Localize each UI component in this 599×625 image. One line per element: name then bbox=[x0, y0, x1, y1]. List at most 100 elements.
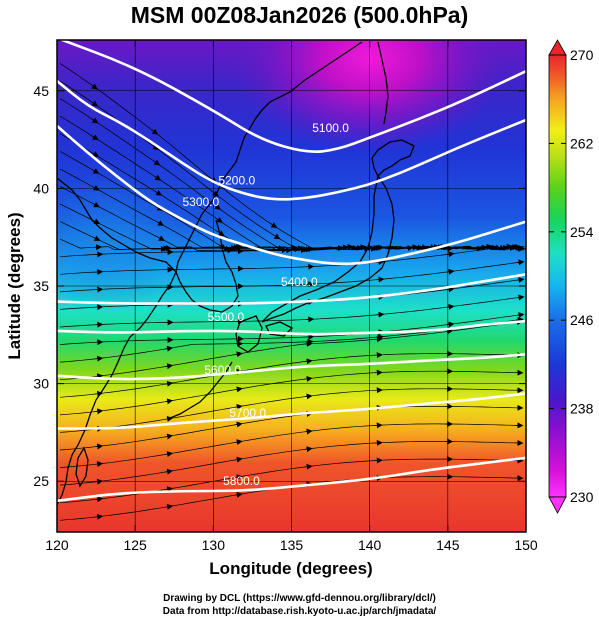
contour-line-5700-0 bbox=[57, 392, 526, 430]
wind-arrow bbox=[95, 390, 104, 397]
colorbar-label: 246 bbox=[570, 312, 594, 328]
contour-line-5800-0 bbox=[57, 456, 526, 503]
wind-arrow bbox=[165, 451, 174, 458]
wind-arrow bbox=[95, 373, 104, 380]
wind-arrow bbox=[90, 100, 99, 107]
map-title: MSM 00Z08Jan2026 (500.0hPa) bbox=[130, 2, 469, 28]
wind-arrow bbox=[273, 233, 281, 240]
contour-line-5100-0 bbox=[58, 40, 526, 154]
contour-label: 5200.0 bbox=[218, 173, 255, 187]
wind-arrow bbox=[90, 83, 98, 90]
colorbar-gradient bbox=[548, 54, 567, 498]
wind-arrow bbox=[446, 268, 455, 275]
x-tick-label: 135 bbox=[280, 537, 304, 553]
credits: Drawing by DCL (https://www.gfd-dennou.o… bbox=[0, 592, 599, 618]
colorbar-label: 230 bbox=[570, 489, 594, 505]
wind-arrow bbox=[446, 321, 455, 328]
wind-arrow bbox=[95, 355, 104, 362]
x-axis: 120 125 130 135 140 145 150 bbox=[45, 40, 538, 553]
wind-arrow bbox=[92, 235, 101, 241]
x-tick-label: 140 bbox=[358, 537, 382, 553]
wind-arrow bbox=[516, 259, 525, 266]
streamline bbox=[60, 406, 523, 451]
contour-label: 5300.0 bbox=[182, 195, 219, 209]
colorbar: 230 238 246 254 262 270 bbox=[548, 39, 594, 514]
y-axis: 25 30 35 40 45 bbox=[33, 83, 526, 489]
colorbar-max-arrow bbox=[548, 39, 567, 56]
wind-arrow bbox=[91, 117, 99, 124]
wind-arrow bbox=[152, 144, 160, 151]
contour-label: 5800.0 bbox=[223, 474, 260, 488]
wind-arrow bbox=[95, 513, 104, 520]
wind-arrow bbox=[155, 205, 164, 211]
wind-arrow bbox=[446, 303, 455, 310]
warm-pocket-shading bbox=[57, 175, 185, 315]
wind-arrow bbox=[446, 251, 455, 258]
cold-core-shading bbox=[230, 40, 510, 153]
wind-arrow bbox=[215, 217, 223, 223]
wind-arrow bbox=[375, 334, 384, 341]
wind-arrow bbox=[270, 222, 278, 228]
wind-arrow bbox=[165, 416, 174, 422]
map-plot-area: 5100.0 5200.0 5300.0 5400.0 5500.0 5600.0 5700… bbox=[57, 40, 526, 532]
wind-arrow bbox=[304, 446, 313, 453]
y-tick-label: 40 bbox=[33, 180, 49, 196]
contour-line-5500-0 bbox=[57, 319, 526, 336]
wind-arrow bbox=[151, 128, 159, 135]
wind-arrow bbox=[515, 316, 524, 323]
wind-arrow bbox=[165, 503, 174, 510]
y-tick-label: 25 bbox=[33, 473, 49, 489]
streamline bbox=[60, 423, 523, 468]
wind-arrow bbox=[304, 463, 313, 470]
wind-arrow bbox=[165, 433, 174, 440]
wind-arrow bbox=[95, 443, 104, 450]
wind-arrow bbox=[165, 468, 174, 475]
wind-arrow bbox=[165, 363, 174, 370]
wind-arrow bbox=[234, 491, 243, 498]
wind-arrow bbox=[95, 496, 104, 503]
wind-arrow bbox=[165, 380, 174, 387]
colorbar-label: 238 bbox=[570, 401, 594, 417]
wind-arrow bbox=[304, 358, 313, 365]
wind-arrow bbox=[156, 220, 165, 226]
contour-line-5400-0 bbox=[57, 273, 526, 305]
wind-arrow bbox=[516, 294, 525, 301]
credits-line-1: Drawing by DCL (https://www.gfd-dennou.o… bbox=[163, 593, 436, 604]
wind-arrow bbox=[275, 244, 284, 251]
wind-arrow bbox=[217, 230, 225, 237]
wind-arrow bbox=[446, 286, 455, 293]
y-axis-label: Latitude (degrees) bbox=[5, 212, 24, 359]
wind-arrow bbox=[516, 312, 525, 319]
wind-arrow bbox=[92, 218, 101, 225]
streamline bbox=[60, 441, 523, 486]
colorbar-label: 270 bbox=[570, 47, 594, 63]
credits-line-2: Data from http://database.rish.kyoto-u.a… bbox=[162, 606, 437, 617]
contour-line-5200-0 bbox=[57, 79, 526, 201]
x-tick-label: 150 bbox=[514, 537, 538, 553]
y-tick-label: 45 bbox=[33, 83, 49, 99]
wind-arrow bbox=[154, 189, 163, 196]
contour-label: 5600.0 bbox=[204, 363, 241, 377]
wind-arrow bbox=[157, 235, 165, 241]
x-axis-label: Longitude (degrees) bbox=[209, 559, 372, 578]
x-tick-label: 130 bbox=[202, 537, 226, 553]
wind-arrow bbox=[165, 398, 174, 405]
contour-line-5600-0 bbox=[57, 353, 526, 381]
wind-arrow bbox=[92, 201, 100, 208]
wind-arrow bbox=[475, 245, 484, 252]
wind-arrow bbox=[219, 243, 227, 250]
wind-arrow bbox=[91, 168, 100, 174]
wind-arrow bbox=[165, 345, 174, 352]
wind-arrow bbox=[234, 386, 243, 393]
wind-arrow bbox=[213, 203, 221, 210]
wind-arrow bbox=[304, 428, 313, 435]
x-tick-label: 145 bbox=[436, 537, 460, 553]
contour-line-5300-0 bbox=[57, 124, 526, 266]
streamline bbox=[60, 388, 523, 433]
colorbar-min-arrow bbox=[548, 496, 567, 514]
wind-arrow bbox=[234, 474, 243, 481]
wind-arrow bbox=[165, 486, 174, 493]
contour-label: 5700.0 bbox=[229, 406, 266, 420]
wind-arrow bbox=[304, 375, 313, 382]
